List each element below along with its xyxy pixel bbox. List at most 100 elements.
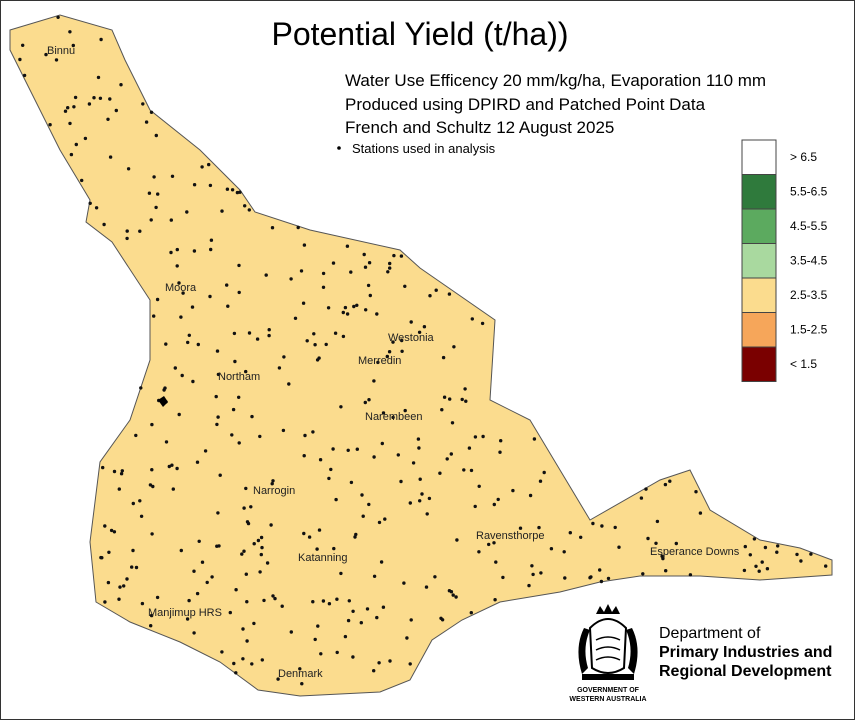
station-dot xyxy=(754,564,758,568)
station-dot xyxy=(532,437,537,441)
station-dot xyxy=(88,201,92,205)
station-dot xyxy=(598,568,602,572)
station-dot xyxy=(83,136,88,141)
station-dot xyxy=(99,37,103,42)
station-dot xyxy=(54,58,59,62)
station-dot xyxy=(192,631,196,635)
station-dot xyxy=(191,379,195,384)
station-dot xyxy=(377,661,381,665)
station-dot xyxy=(258,570,262,574)
station-dot xyxy=(765,567,770,571)
station-dot xyxy=(349,480,354,485)
station-dot xyxy=(748,553,752,557)
station-dot xyxy=(409,320,413,324)
place-label: Narembeen xyxy=(365,411,422,423)
legend-swatch xyxy=(741,312,777,348)
station-dot xyxy=(824,564,828,568)
station-dot xyxy=(170,174,175,178)
station-dot xyxy=(175,247,179,252)
station-dot xyxy=(795,552,799,557)
station-dot xyxy=(125,236,129,241)
station-dot xyxy=(186,340,190,345)
station-dot xyxy=(271,479,275,483)
station-dot xyxy=(122,584,126,588)
station-dot xyxy=(438,471,442,475)
station-dot xyxy=(140,601,145,606)
station-dot xyxy=(226,304,230,308)
station-dot xyxy=(341,310,345,315)
station-dot xyxy=(399,479,403,484)
station-dot xyxy=(418,477,422,481)
station-dot xyxy=(809,552,813,556)
place-label: Denmark xyxy=(278,668,323,680)
station-dot xyxy=(244,369,248,374)
station-dot xyxy=(238,190,242,194)
legend-swatch xyxy=(741,277,777,313)
station-dot xyxy=(417,330,422,334)
station-dot xyxy=(752,537,757,541)
station-dot xyxy=(315,547,319,551)
station-dot xyxy=(66,106,70,110)
station-dot xyxy=(663,482,668,487)
station-dot xyxy=(329,467,333,472)
station-dot xyxy=(205,580,209,585)
station-dot xyxy=(68,121,72,126)
station-dot xyxy=(177,412,181,417)
station-dot xyxy=(102,222,106,227)
legend-swatch xyxy=(741,139,777,175)
station-dot xyxy=(192,249,197,253)
station-dot xyxy=(757,569,761,573)
station-dot xyxy=(376,360,380,365)
place-label: Ravensthorpe xyxy=(476,530,545,542)
station-dot xyxy=(688,573,693,577)
station-dot xyxy=(434,288,438,292)
station-dot xyxy=(280,604,284,608)
legend: > 6.5 5.5-6.5 4.5-5.5 3.5-4.5 2.5-3.5 1.5-2.5… xyxy=(741,139,828,382)
station-dot xyxy=(381,411,386,415)
station-dot xyxy=(120,469,125,473)
station-dot xyxy=(164,342,168,346)
station-dot xyxy=(379,560,384,564)
station-dot xyxy=(313,343,317,347)
station-dot xyxy=(152,175,156,179)
station-dot xyxy=(273,596,277,601)
station-dot xyxy=(511,488,515,493)
station-dot xyxy=(228,610,232,615)
station-dot xyxy=(408,501,412,505)
station-dot xyxy=(477,484,481,488)
station-dot xyxy=(175,466,179,471)
station-dot xyxy=(185,617,190,621)
station-dot xyxy=(250,662,254,666)
station-dot xyxy=(154,133,158,138)
station-dot xyxy=(259,535,264,540)
station-dot xyxy=(141,102,145,106)
station-dot xyxy=(409,618,413,622)
station-dot xyxy=(270,482,274,486)
subtitle-line: Water Use Efficency 20 mm/kg/ha, Evapora… xyxy=(345,71,766,90)
station-dot xyxy=(660,554,664,558)
station-dot xyxy=(151,484,155,489)
station-dot xyxy=(230,433,234,437)
station-dot xyxy=(440,618,445,622)
station-dot xyxy=(240,552,244,556)
station-dot xyxy=(103,600,107,604)
station-dot xyxy=(480,321,485,326)
station-dot xyxy=(339,571,343,576)
station-dot xyxy=(241,627,245,631)
station-dot xyxy=(109,528,114,533)
station-dot xyxy=(271,594,275,598)
station-dot xyxy=(335,597,339,601)
station-dot xyxy=(349,270,353,274)
station-dot xyxy=(106,117,110,122)
station-dot xyxy=(276,677,280,681)
station-dot xyxy=(256,538,261,543)
station-dot xyxy=(383,517,387,521)
station-dot xyxy=(381,605,386,609)
station-dot xyxy=(591,521,595,526)
station-dot xyxy=(473,504,477,509)
station-dot xyxy=(252,621,256,626)
station-dot xyxy=(402,581,406,585)
station-dot xyxy=(207,162,211,167)
legend-swatch xyxy=(741,243,777,279)
station-dot xyxy=(360,493,364,497)
